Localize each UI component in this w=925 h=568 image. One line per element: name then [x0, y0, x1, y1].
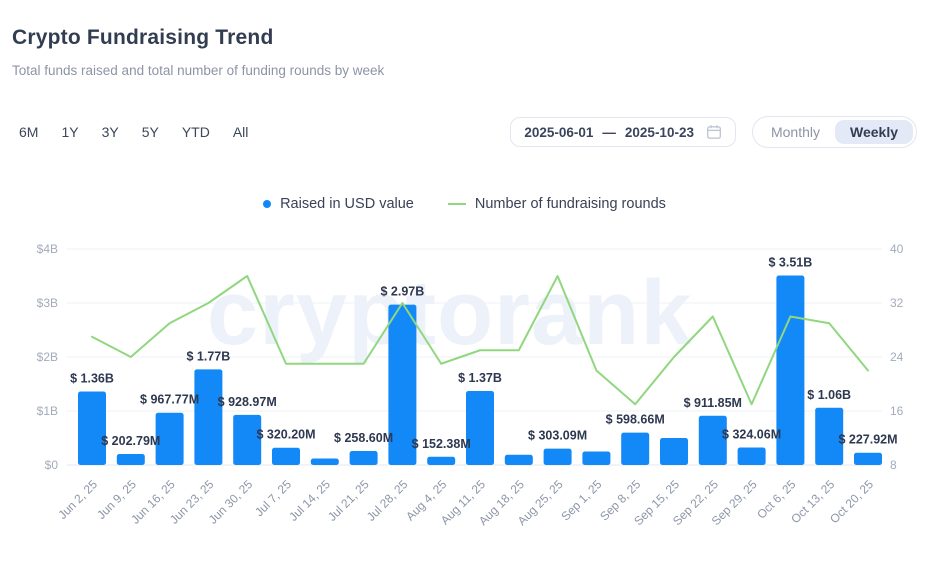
y-axis-label-right: 24: [890, 350, 904, 364]
y-axis-label-left: $1B: [37, 404, 58, 418]
chart-legend: Raised in USD value Number of fundraisin…: [12, 196, 917, 212]
toggle-monthly[interactable]: Monthly: [756, 120, 835, 144]
bar-aug-11-25[interactable]: [466, 391, 494, 465]
range-button-5y[interactable]: 5Y: [135, 118, 166, 146]
y-axis-label-left: $0: [45, 458, 59, 472]
bar-value-label: $ 303.09M: [528, 429, 587, 443]
range-button-6m[interactable]: 6M: [12, 118, 45, 146]
bar-aug-25-25[interactable]: [543, 448, 572, 465]
range-buttons: 6M 1Y 3Y 5Y YTD All: [12, 118, 255, 146]
range-button-all[interactable]: All: [226, 118, 256, 146]
legend-line-icon: [447, 203, 466, 205]
bar-oct-20-25[interactable]: [854, 452, 882, 465]
page-title: Crypto Fundraising Trend: [12, 26, 274, 49]
x-axis-label: Sep 1, 25: [558, 477, 604, 523]
fundraising-chart: $4B 40 $3B 32 $2B 24 $1B 16 $0 8 $ 1.36B $ 202.79M $…: [37, 242, 904, 528]
bar-value-label: $ 598.66M: [606, 413, 665, 427]
crypto-fundraising-panel: Crypto Fundraising Trend Total funds rai…: [12, 26, 917, 555]
bar-value-label: $ 320.20M: [256, 428, 315, 442]
date-range-picker[interactable]: 2025-06-01 — 2025-10-23: [510, 117, 736, 147]
bar-value-label: $ 324.06M: [722, 428, 781, 442]
bar-value-label: $ 258.60M: [334, 431, 393, 445]
legend-dot-icon: [263, 200, 272, 208]
y-axis-label-left: $4B: [37, 242, 58, 256]
bar-value-label: $ 227.92M: [838, 433, 897, 447]
bar-value-label: $ 911.85M: [684, 396, 742, 410]
date-end: 2025-10-23: [624, 124, 694, 140]
bar-jul-14-25[interactable]: [310, 458, 339, 465]
bar-value-label: $ 1.77B: [187, 349, 231, 363]
bar-value-label: $ 928.97M: [218, 395, 277, 409]
bar-oct-13-25[interactable]: [815, 407, 844, 465]
bar-oct-6-25[interactable]: [776, 275, 805, 465]
range-button-3y[interactable]: 3Y: [95, 118, 126, 146]
bar-sep-15-25[interactable]: [660, 438, 688, 465]
bar-sep-8-25[interactable]: [621, 432, 650, 465]
range-button-ytd[interactable]: YTD: [175, 118, 217, 146]
calendar-icon: [706, 124, 722, 140]
bar-value-label: $ 2.97B: [381, 285, 425, 299]
bar-jun-23-25[interactable]: [194, 369, 223, 465]
bar-value-label: $ 967.77M: [140, 393, 199, 407]
y-axis-label-right: 32: [890, 296, 904, 310]
bar-sep-22-25[interactable]: [698, 415, 727, 465]
bar-jun-9-25[interactable]: [116, 454, 145, 465]
bar-value-label: $ 202.79M: [101, 434, 160, 448]
bar-jul-21-25[interactable]: [349, 451, 378, 465]
bar-jun-30-25[interactable]: [233, 414, 262, 465]
y-axis-label-left: $3B: [37, 296, 58, 310]
page-subtitle: Total funds raised and total number of f…: [12, 63, 385, 78]
bar-value-label: $ 3.51B: [769, 255, 813, 269]
bar-jun-16-25[interactable]: [155, 412, 184, 465]
toggle-weekly[interactable]: Weekly: [835, 120, 913, 144]
legend-item-raised[interactable]: Raised in USD value: [263, 196, 414, 212]
range-button-1y[interactable]: 1Y: [54, 118, 85, 146]
controls-row: 6M 1Y 3Y 5Y YTD All 2025-06-01 — 2025-10-23 M…: [12, 116, 917, 148]
bar-jul-7-25[interactable]: [272, 447, 300, 465]
watermark: cryptorank: [207, 262, 693, 364]
bar-jun-2-25[interactable]: [78, 391, 106, 465]
x-axis-label: Jun 2, 25: [55, 477, 100, 522]
legend-raised-label: Raised in USD value: [280, 196, 414, 212]
date-start: 2025-06-01: [524, 124, 594, 140]
bar-value-label: $ 1.37B: [458, 371, 502, 385]
y-axis-label-right: 16: [890, 404, 904, 418]
chart-area: cryptorank $4B 40 $3B 32 $2B 24 $1B 16 $0 8 $ 1.36…: [12, 237, 917, 555]
bar-value-label: $ 1.06B: [807, 388, 851, 402]
x-axis-label: Jul 28, 25: [364, 477, 411, 524]
date-separator: —: [602, 124, 616, 140]
bar-aug-4-25[interactable]: [427, 456, 456, 465]
bar-sep-1-25[interactable]: [582, 451, 611, 466]
y-axis-label-right: 8: [890, 458, 897, 472]
bar-aug-18-25[interactable]: [504, 454, 533, 465]
x-axis-label: Jul 14, 25: [286, 477, 333, 524]
bar-value-label: $ 1.36B: [70, 372, 114, 386]
y-axis-label-left: $2B: [37, 350, 58, 364]
rounds-line: [91, 275, 869, 406]
bar-value-label: $ 152.38M: [412, 437, 471, 451]
interval-toggle: Monthly Weekly: [751, 116, 917, 148]
bar-jul-28-25[interactable]: [388, 304, 417, 465]
legend-item-rounds[interactable]: Number of fundraising rounds: [447, 196, 666, 212]
y-axis-label-right: 40: [890, 242, 904, 256]
legend-rounds-label: Number of fundraising rounds: [474, 196, 666, 212]
bar-sep-29-25[interactable]: [737, 447, 766, 465]
x-axis-label: Jul 21, 25: [325, 477, 372, 524]
